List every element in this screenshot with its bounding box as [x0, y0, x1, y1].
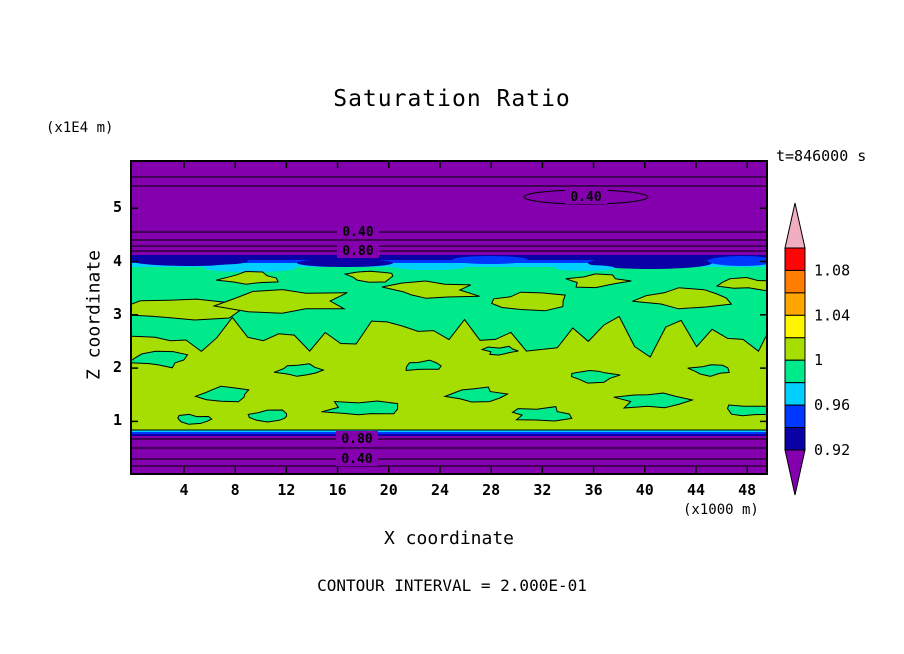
- y-tick-label: 2: [112, 358, 122, 377]
- colorbar-segment: [784, 382, 806, 406]
- contour-blob: [511, 406, 573, 422]
- contour-label: 0.40: [341, 452, 372, 467]
- contour-blob: [443, 386, 510, 403]
- contour-blob: [480, 345, 519, 356]
- contour-blob: [490, 291, 566, 312]
- x-tick-label: 24: [430, 481, 450, 499]
- colorbar-segment: [784, 427, 806, 451]
- contour-label: 0.80: [342, 244, 373, 259]
- x-tick-label: 36: [584, 481, 603, 499]
- contour-blob: [177, 413, 213, 425]
- contour-label: 0.40: [570, 190, 601, 205]
- contour-label-bg: [337, 224, 379, 239]
- colorbar-top-arrow: [784, 202, 806, 249]
- colorbar-label: 1.04: [814, 306, 850, 324]
- colorbar-label: 1.08: [814, 261, 850, 279]
- contour-blob: [687, 364, 730, 377]
- greenyellow-band: [130, 315, 768, 431]
- contour-blob: [570, 369, 621, 384]
- x-tick-label: 12: [277, 481, 296, 499]
- contour-plot: 0.40 0.80 0.80 0.40 0.40: [130, 160, 768, 475]
- interface-stripe: [130, 432, 768, 434]
- contour-label: 0.40: [342, 225, 373, 240]
- colorbar-label: 0.96: [814, 396, 850, 414]
- interface-patch: [588, 257, 712, 269]
- contour-blob: [726, 404, 768, 417]
- timestamp: t=846000 s: [776, 147, 867, 165]
- contour-blob: [321, 400, 399, 416]
- colorbar-segment: [784, 337, 806, 361]
- contour-blob: [381, 280, 480, 299]
- contour-blob: [565, 273, 632, 289]
- contour-blob: [343, 270, 394, 283]
- interface-stripe: [130, 260, 768, 263]
- colorbar-segment: [784, 404, 806, 429]
- interface-stripe: [130, 430, 768, 432]
- contour-blob: [273, 363, 325, 377]
- x-axis-unit: (x1000 m): [683, 502, 759, 518]
- colorbar: 1.08 1.04 1 0.96 0.92: [784, 202, 850, 496]
- x-tick-label: 16: [328, 481, 347, 499]
- x-tick-label: 44: [686, 481, 706, 499]
- x-tick-label: 32: [533, 481, 552, 499]
- interface-stripe: [130, 434, 768, 436]
- interface-patch: [452, 256, 528, 264]
- y-tick-label: 1: [112, 411, 122, 430]
- colorbar-segment: [784, 292, 806, 316]
- contour-blob: [212, 289, 348, 314]
- plot-frame: [130, 160, 768, 475]
- interface-patch: [394, 264, 466, 270]
- colorbar-bottom-arrow: [784, 449, 806, 496]
- x-axis-label: X coordinate: [383, 528, 515, 549]
- interface-patch: [204, 264, 296, 272]
- y-tick-label: 5: [112, 198, 122, 217]
- contour-blob: [130, 298, 242, 321]
- colorbar-segment: [784, 247, 806, 271]
- x-tick-label: 8: [230, 481, 240, 499]
- plot-title: Saturation Ratio: [333, 86, 571, 112]
- colorbar-segment: [784, 359, 806, 384]
- x-tick-label: 48: [738, 481, 757, 499]
- x-tick-label: 4: [179, 481, 189, 499]
- x-tick-label: 40: [635, 481, 654, 499]
- contour-label: 0.80: [341, 432, 372, 447]
- interface-patch: [555, 265, 615, 271]
- interface-patch: [132, 256, 248, 266]
- y-tick-label: 3: [112, 304, 122, 323]
- interface-stripe: [130, 255, 768, 260]
- colorbar-label: 0.92: [814, 441, 850, 459]
- contour-blob: [216, 270, 279, 285]
- contour-blob: [405, 359, 442, 372]
- contour-blob: [613, 392, 695, 409]
- contour-blob: [193, 385, 250, 403]
- colorbar-label: 1: [814, 351, 823, 369]
- contour-label-bg: [336, 431, 378, 446]
- interface-patch: [708, 256, 768, 266]
- contour-interval-note: CONTOUR INTERVAL = 2.000E-01: [317, 576, 587, 595]
- x-tick-label: 20: [379, 481, 398, 499]
- contour-blob: [632, 287, 733, 310]
- colorbar-segment: [784, 314, 806, 339]
- contour-label-bg: [565, 189, 607, 204]
- x-tick-label: 28: [482, 481, 501, 499]
- contour-label-bg: [336, 451, 378, 466]
- contour-blob: [247, 409, 288, 423]
- y-tick-label: 4: [112, 251, 122, 270]
- colorbar-segment: [784, 269, 806, 294]
- interface-patch: [297, 259, 393, 267]
- contour-label-bg: [337, 243, 379, 258]
- y-axis-unit: (x1E4 m): [46, 120, 114, 136]
